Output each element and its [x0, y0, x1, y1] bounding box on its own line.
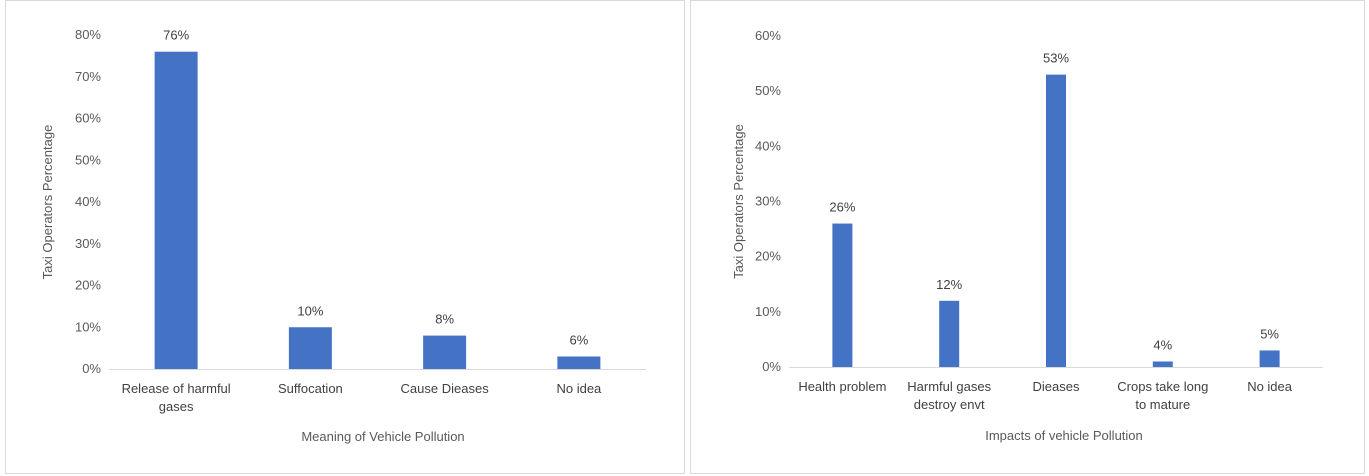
- bar: [557, 356, 601, 369]
- y-axis-title: Taxi Operators Percentage: [40, 125, 55, 280]
- y-tick-label: 60%: [755, 28, 781, 43]
- x-category-label: Cause Dieases: [401, 381, 490, 396]
- x-category-label: gases: [159, 399, 194, 414]
- y-tick-label: 20%: [755, 249, 781, 264]
- y-tick-label: 10%: [755, 304, 781, 319]
- y-tick-label: 30%: [75, 236, 101, 251]
- y-tick-label: 0%: [762, 359, 781, 374]
- x-category-label: Crops take long: [1117, 379, 1208, 394]
- bar-chart-meaning: 0% 10% 20% 30% 40% 50% 60% 70% 80% 76% Release of …: [40, 27, 646, 444]
- y-tick-label: 40%: [75, 194, 101, 209]
- chart-panel-meaning: 0% 10% 20% 30% 40% 50% 60% 70% 80% 76% Release of …: [5, 0, 685, 474]
- bar: [939, 300, 960, 367]
- y-tick-label: 10%: [75, 319, 101, 334]
- x-category-label: Harmful gases: [907, 379, 991, 394]
- x-category-label: to mature: [1135, 397, 1190, 412]
- data-label: 4%: [1153, 337, 1172, 352]
- x-category-label: Suffocation: [278, 381, 343, 396]
- x-axis-title: Impacts of vehicle Pollution: [985, 428, 1143, 443]
- x-category-label: destroy envt: [914, 397, 985, 412]
- x-axis-title: Meaning of Vehicle Pollution: [301, 429, 464, 444]
- bar-chart-impacts: 0% 10% 20% 30% 40% 50% 60% 26% Health problem 12%…: [731, 28, 1323, 443]
- y-tick-label: 40%: [755, 138, 781, 153]
- data-label: 12%: [936, 277, 962, 292]
- x-category-label: Release of harmful: [122, 381, 231, 396]
- chart-panel-impacts: 0% 10% 20% 30% 40% 50% 60% 26% Health problem 12%…: [690, 0, 1365, 474]
- x-category-label: Health problem: [798, 379, 886, 394]
- x-category-label: No idea: [1247, 379, 1293, 394]
- data-label: 76%: [163, 28, 189, 43]
- data-label: 53%: [1043, 51, 1069, 66]
- y-tick-label: 30%: [755, 194, 781, 209]
- bar: [288, 327, 332, 369]
- data-label: 6%: [569, 332, 588, 347]
- x-category-label: Dieases: [1033, 379, 1080, 394]
- y-tick-label: 50%: [75, 152, 101, 167]
- y-axis-title: Taxi Operators Percentage: [731, 124, 746, 279]
- y-tick-label: 0%: [82, 361, 101, 376]
- data-label: 8%: [435, 312, 454, 327]
- x-category-label: No idea: [556, 381, 602, 396]
- data-label: 26%: [829, 200, 855, 215]
- y-tick-label: 20%: [75, 278, 101, 293]
- data-label: 10%: [297, 303, 323, 318]
- bar: [423, 335, 467, 369]
- y-tick-label: 50%: [755, 83, 781, 98]
- bar: [1046, 74, 1066, 367]
- y-tick-label: 60%: [75, 111, 101, 126]
- y-tick-label: 80%: [75, 27, 101, 42]
- bar: [154, 51, 198, 369]
- bar: [1259, 350, 1280, 367]
- bar: [1152, 361, 1173, 367]
- bar: [832, 223, 853, 367]
- data-label: 5%: [1260, 326, 1279, 341]
- y-tick-label: 70%: [75, 69, 101, 84]
